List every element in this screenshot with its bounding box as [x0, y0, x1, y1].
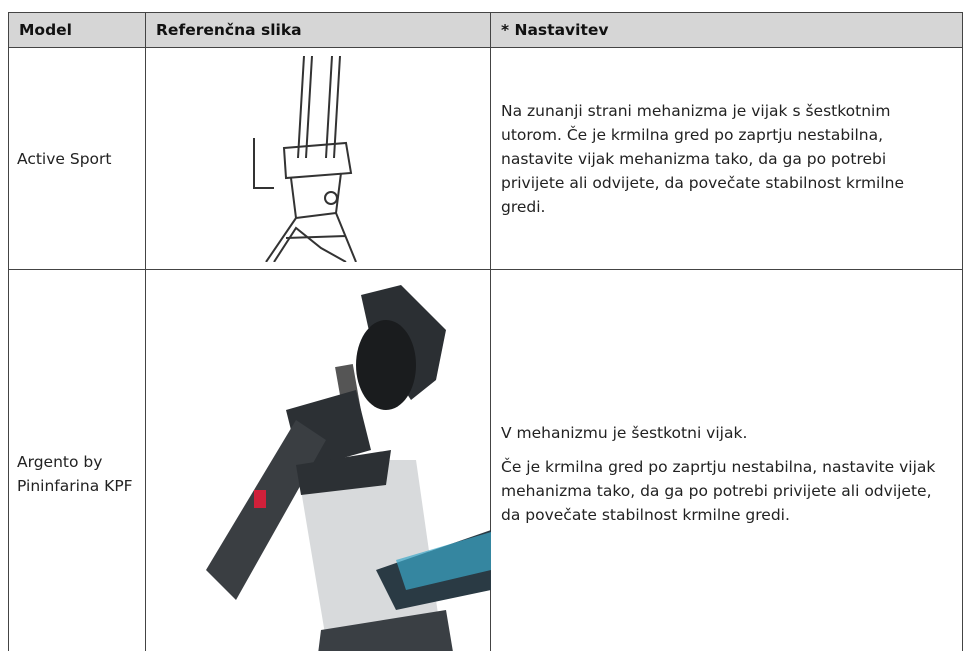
header-cell: Model: [8, 12, 146, 48]
setting-text: Če je krmilna gred po zaprtju nestabilna…: [501, 457, 936, 524]
setting-text: V mehanizmu je šestkotni vijak.: [501, 423, 748, 442]
settings-table: Model Referenčna slika * Nastavitev Acti…: [8, 12, 963, 651]
setting-cell: V mehanizmu je šestkotni vijak. Če je kr…: [490, 269, 963, 651]
model-cell: Active Sport: [8, 47, 146, 270]
header-row: Model Referenčna slika * Nastavitev: [8, 12, 963, 48]
table-row: Argento by Pininfarina KPF V meh: [8, 269, 963, 651]
setting-text: Na zunanji strani mehanizma je vijak s š…: [501, 101, 905, 216]
image-cell: [145, 47, 491, 270]
header-cell: Referenčna slika: [145, 12, 491, 48]
scooter-photo: [206, 285, 491, 651]
model-cell: Argento by Pininfarina KPF: [8, 269, 146, 651]
header-cell: * Nastavitev: [490, 12, 963, 48]
table-row: Active Sport Na zunanji strani mehanizma…: [8, 47, 963, 270]
setting-cell: Na zunanji strani mehanizma je vijak s š…: [490, 47, 963, 270]
image-cell: [145, 269, 491, 651]
stem-drawing: [253, 55, 357, 263]
